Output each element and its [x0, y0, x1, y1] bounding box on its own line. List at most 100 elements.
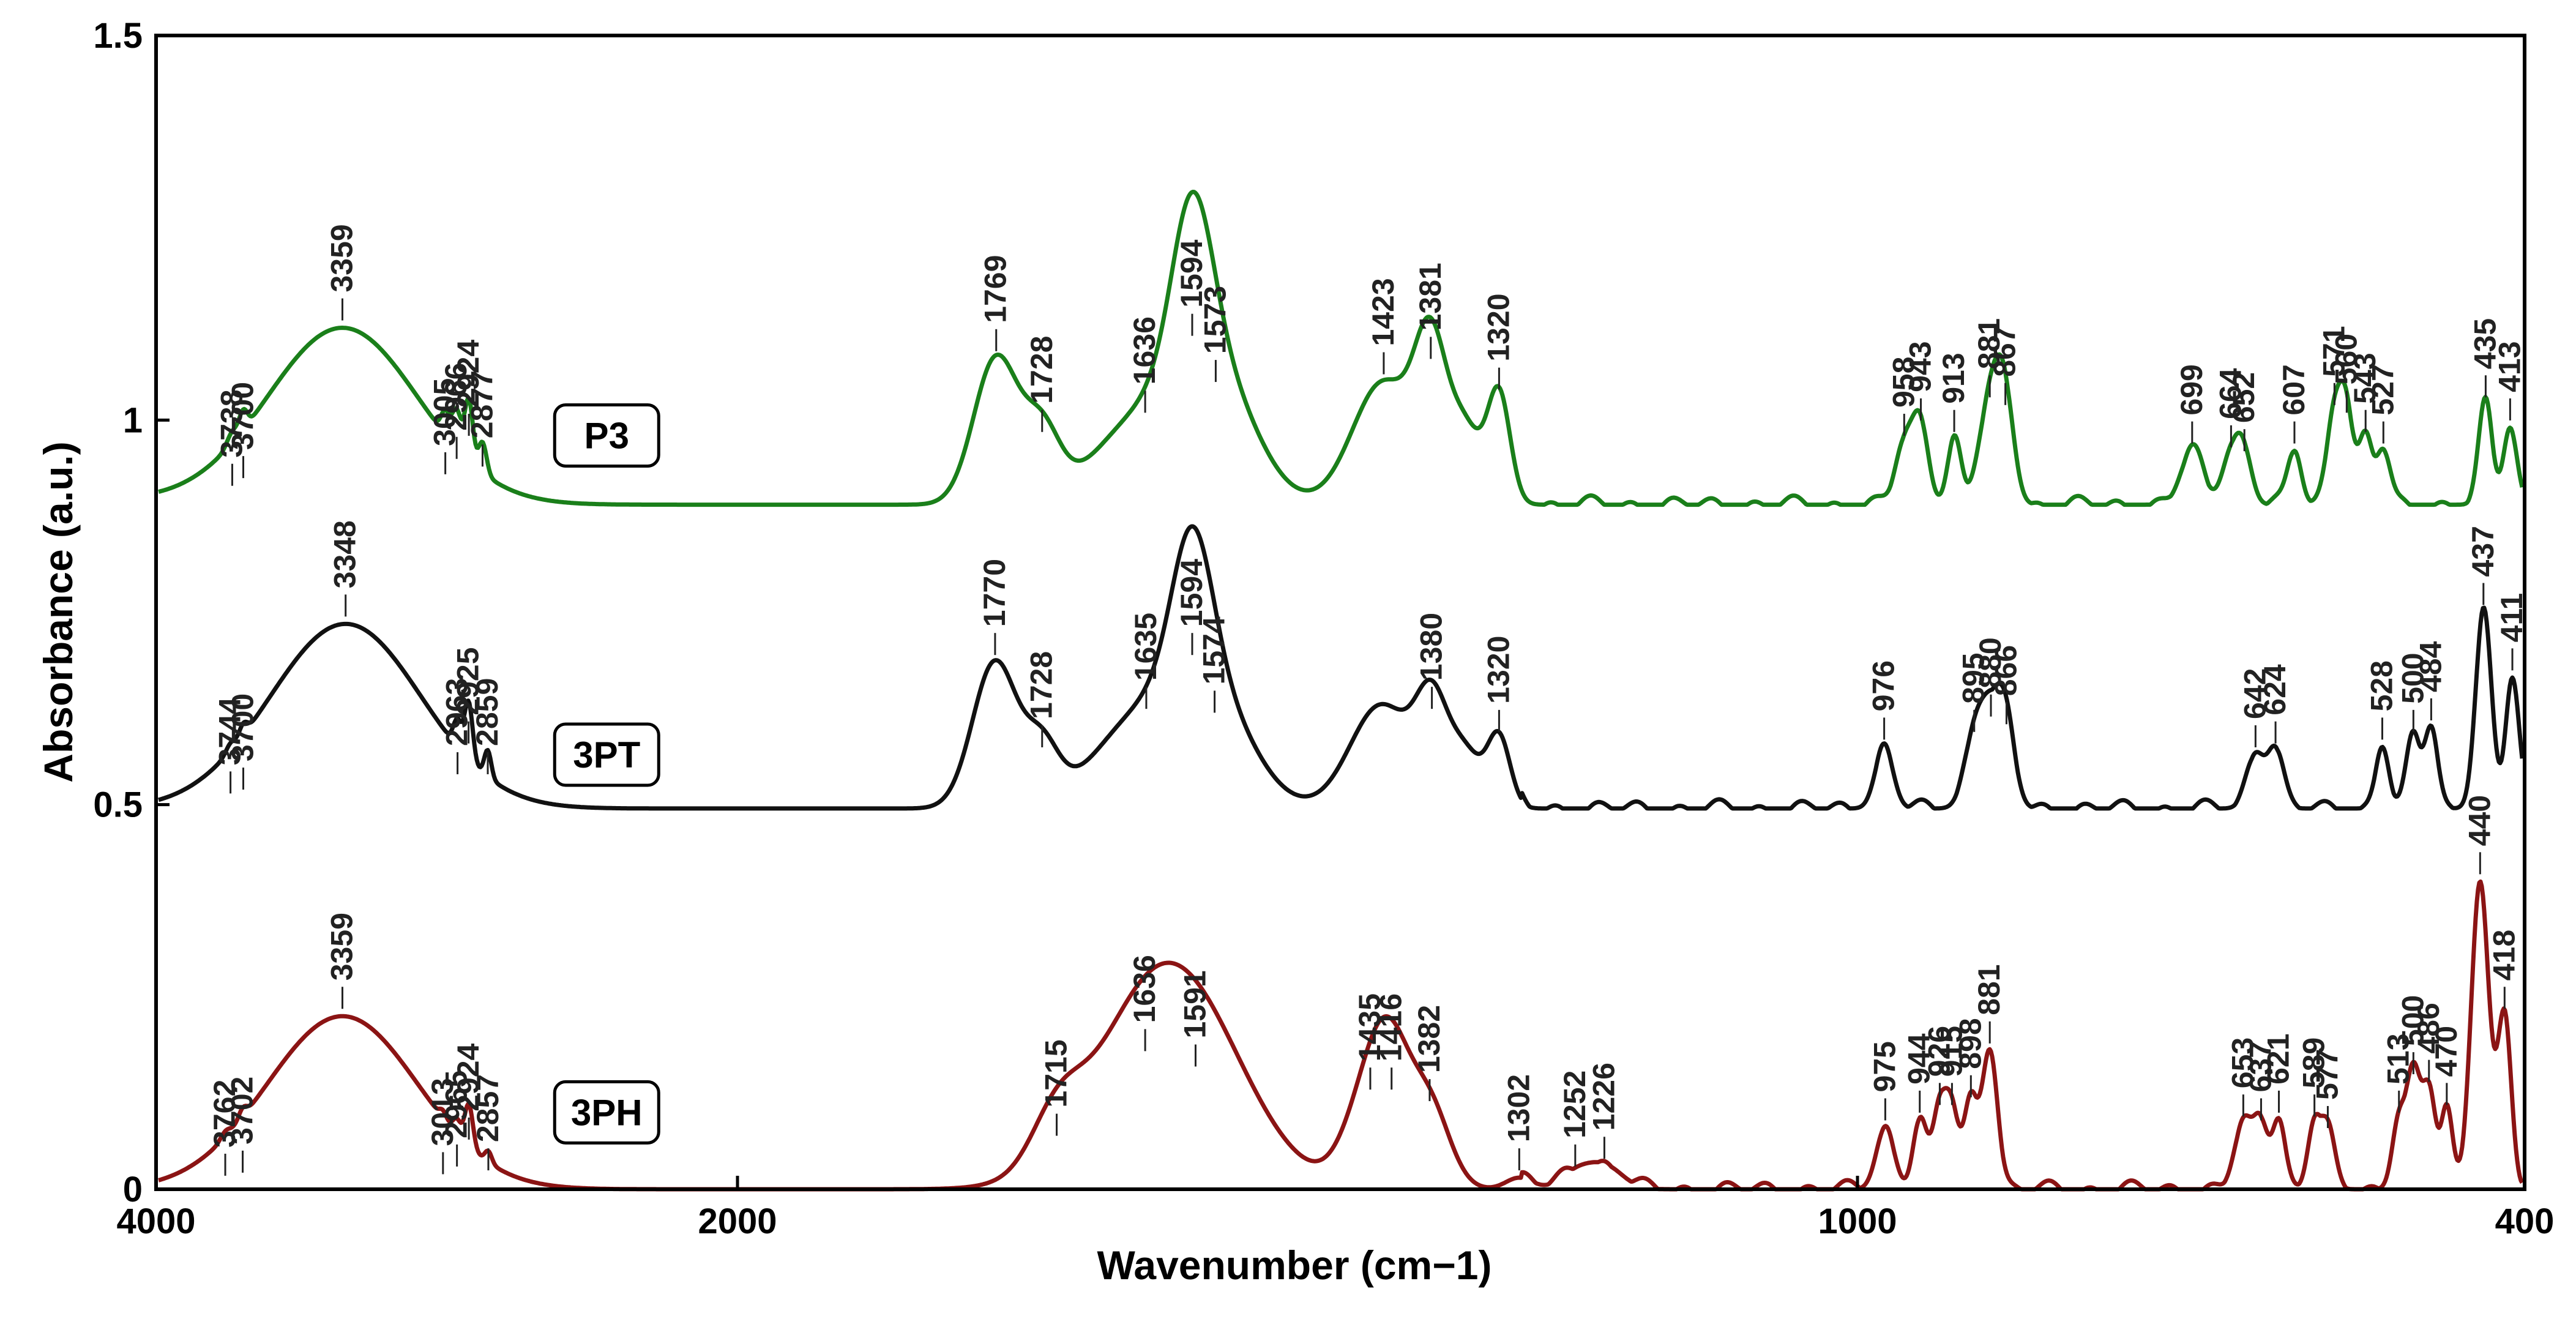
peak-label-3ph-3702: 3702 [225, 1077, 259, 1145]
peak-label-3ph-1435: 1435 [1353, 993, 1387, 1061]
peak-label-3ph-1715: 1715 [1039, 1039, 1073, 1107]
legend-label-p3: P3 [584, 415, 629, 456]
peak-label-3pt-1635: 1635 [1129, 613, 1163, 681]
peak-label-p3-2924: 2924 [451, 340, 485, 408]
legend-box-p3 [553, 403, 660, 468]
peak-label-3pt-3744: 3744 [213, 697, 247, 765]
peak-label-3ph-440: 440 [2462, 795, 2496, 846]
peak-label-3ph-926: 926 [1922, 1026, 1956, 1077]
peak-label-p3-413: 413 [2492, 341, 2526, 392]
peak-label-3ph-975: 975 [1867, 1041, 1902, 1092]
peak-label-3pt-3700: 3700 [226, 693, 260, 761]
peak-label-3ph-2965: 2965 [439, 1071, 474, 1138]
peak-label-3pt-1770: 1770 [977, 559, 1012, 627]
legend-box-3ph [553, 1080, 660, 1145]
legend-layer: P3 3PT 3PH [553, 403, 660, 1145]
peak-label-3ph-915: 915 [1934, 1026, 1968, 1077]
peak-label-3pt-2859: 2859 [470, 678, 504, 746]
peak-label-3ph-898: 898 [1953, 1018, 1987, 1069]
peak-label-p3-2877: 2877 [465, 370, 499, 438]
peak-label-3ph-1252: 1252 [1558, 1071, 1592, 1138]
peak-label-3pt-1380: 1380 [1414, 613, 1449, 681]
series-p3-line [157, 190, 2525, 507]
peak-label-3pt-624: 624 [2258, 664, 2292, 716]
peak-label-3ph-577: 577 [2310, 1049, 2344, 1100]
peak-label-p3-2966: 2966 [439, 362, 473, 430]
legend-label-3ph: 3PH [571, 1092, 643, 1133]
peak-label-p3-560: 560 [2329, 334, 2363, 384]
peak-label-p3-3005: 3005 [428, 378, 462, 446]
peak-label-3ph-3762: 3762 [207, 1080, 242, 1148]
peak-label-3pt-1320: 1320 [1481, 636, 1515, 704]
peak-label-3ph-1226: 1226 [1586, 1063, 1621, 1130]
peak-label-p3-1320: 1320 [1481, 293, 1515, 361]
peak-label-3pt-1594: 1594 [1174, 559, 1209, 627]
peak-label-p3-664: 664 [2213, 368, 2247, 419]
series-3pt-peak-labels: 3744370033482963292528591770172816351594… [213, 520, 2529, 794]
peak-label-3pt-895: 895 [1957, 652, 1991, 703]
peak-label-3ph-653: 653 [2225, 1037, 2260, 1088]
peak-label-p3-1573: 1573 [1198, 286, 1232, 354]
peak-label-3pt-500: 500 [2395, 652, 2430, 703]
series-3pt-line [157, 524, 2525, 811]
peak-label-3ph-418: 418 [2487, 930, 2521, 981]
y-tick-label-0-5: 0.5 [93, 785, 143, 825]
peak-label-p3-543: 543 [2348, 353, 2382, 403]
peak-label-3pt-866: 866 [1988, 645, 2023, 696]
plot-frame [154, 34, 2526, 1191]
peak-label-3ph-2857: 2857 [471, 1074, 505, 1142]
peak-label-3pt-3348: 3348 [328, 520, 362, 588]
y-tick-label-1: 1 [123, 400, 143, 440]
peak-label-p3-913: 913 [1936, 353, 1971, 403]
peak-label-p3-435: 435 [2468, 318, 2502, 369]
peak-label-3pt-437: 437 [2466, 526, 2500, 577]
peak-label-3ph-2924: 2924 [451, 1043, 485, 1111]
peak-label-3ph-1636: 1636 [1127, 955, 1162, 1023]
peak-label-p3-1423: 1423 [1366, 278, 1400, 346]
peak-label-3pt-528: 528 [2364, 660, 2399, 711]
peak-label-3ph-1302: 1302 [1501, 1074, 1536, 1142]
peak-label-p3-652: 652 [2227, 372, 2261, 423]
peak-label-p3-1769: 1769 [979, 255, 1013, 323]
series-3ph-line [157, 879, 2525, 1192]
peak-label-p3-571: 571 [2317, 326, 2351, 376]
peak-label-3pt-1574: 1574 [1197, 616, 1231, 684]
peak-label-3ph-881: 881 [1972, 964, 2006, 1015]
peak-label-3pt-2925: 2925 [451, 647, 485, 715]
peak-label-p3-3700: 3700 [226, 382, 260, 450]
peak-label-3ph-3359: 3359 [324, 913, 359, 981]
peak-label-3pt-642: 642 [2238, 668, 2272, 719]
x-tick-label-400: 400 [2495, 1201, 2555, 1241]
y-tick-label-1-5: 1.5 [93, 16, 143, 56]
peak-label-3ph-589: 589 [2297, 1037, 2331, 1088]
peak-label-p3-527: 527 [2365, 364, 2400, 415]
peak-label-p3-1381: 1381 [1413, 263, 1447, 331]
y-tick-label-0: 0 [123, 1170, 143, 1209]
peak-label-3ph-621: 621 [2261, 1033, 2296, 1084]
peak-label-3pt-1728: 1728 [1025, 651, 1059, 719]
peak-label-p3-1594: 1594 [1174, 239, 1209, 307]
peak-label-p3-943: 943 [1903, 341, 1938, 392]
y-axis-title: Absorbance (a.u.) [35, 441, 81, 782]
peak-label-p3-958: 958 [1886, 357, 1921, 408]
peak-label-3pt-484: 484 [2413, 641, 2447, 692]
peak-label-3ph-944: 944 [1902, 1033, 1936, 1085]
peak-label-p3-699: 699 [2175, 364, 2209, 415]
peak-label-p3-1636: 1636 [1127, 316, 1162, 384]
peak-label-3ph-486: 486 [2411, 1003, 2446, 1053]
legend-label-3pt: 3PT [573, 734, 640, 775]
peak-label-3ph-500: 500 [2395, 995, 2430, 1046]
peak-label-p3-867: 867 [1988, 326, 2022, 376]
peak-label-3ph-1416: 1416 [1374, 993, 1408, 1061]
x-axis-title: Wavenumber (cm−1) [1097, 1242, 1492, 1288]
peak-label-p3-1728: 1728 [1025, 336, 1059, 404]
peak-label-3pt-880: 880 [1973, 637, 2007, 688]
peak-label-3ph-1591: 1591 [1178, 970, 1212, 1038]
peak-label-3ph-3013: 3013 [425, 1078, 460, 1146]
